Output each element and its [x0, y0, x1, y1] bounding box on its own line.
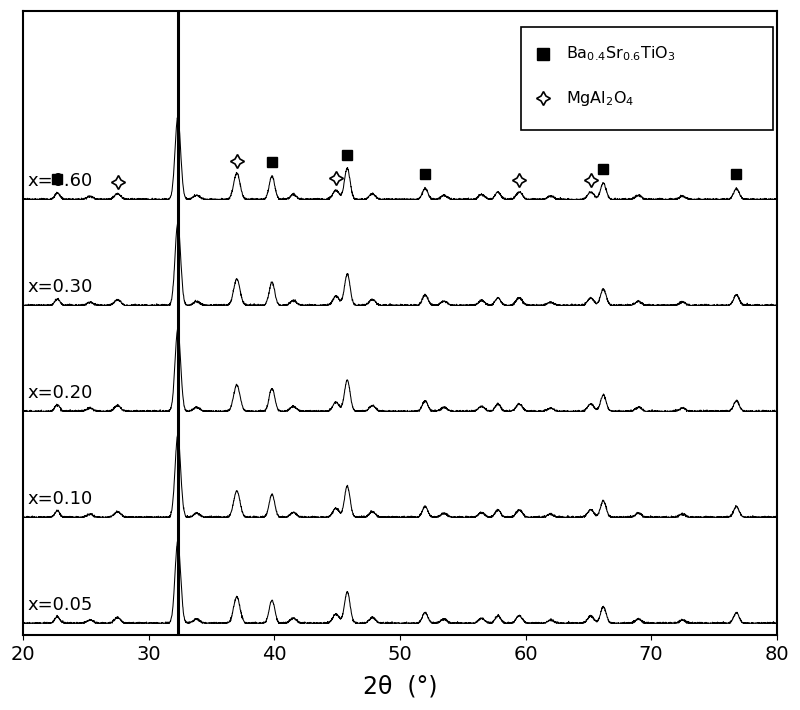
- Text: x=0.60: x=0.60: [27, 172, 93, 190]
- Text: x=0.30: x=0.30: [27, 278, 93, 296]
- FancyBboxPatch shape: [521, 27, 773, 130]
- X-axis label: 2θ  (°): 2θ (°): [362, 675, 438, 699]
- Text: x=0.05: x=0.05: [27, 596, 93, 614]
- Text: Ba$_{0.4}$Sr$_{0.6}$TiO$_3$: Ba$_{0.4}$Sr$_{0.6}$TiO$_3$: [566, 44, 675, 63]
- Text: x=0.10: x=0.10: [27, 490, 93, 508]
- Text: MgAl$_2$O$_4$: MgAl$_2$O$_4$: [566, 89, 634, 108]
- Text: x=0.20: x=0.20: [27, 384, 93, 402]
